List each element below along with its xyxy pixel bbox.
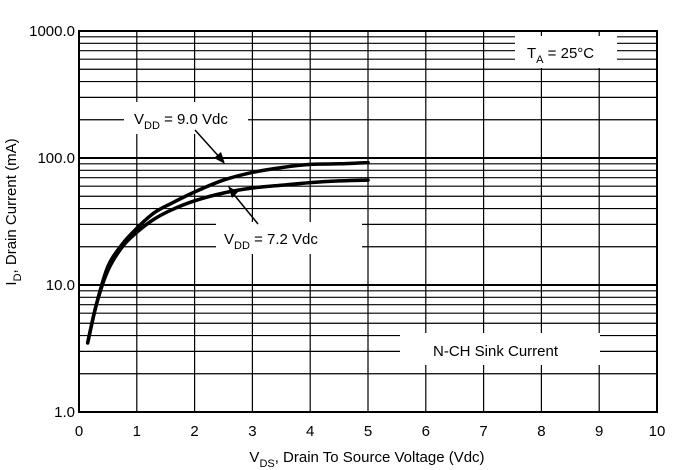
x-tick-labels: 0 1 2 3 4 5 6 7 8 9 10 xyxy=(75,423,666,440)
x-tick-label: 7 xyxy=(479,423,487,440)
x-tick-label: 8 xyxy=(537,423,545,440)
vdd72-label-bg xyxy=(216,222,362,254)
sink-annotation: N-CH Sink Current xyxy=(433,343,559,360)
vdd72-pointer xyxy=(230,190,259,225)
x-tick-label: 4 xyxy=(306,423,314,440)
temp-annotation: TA = 25°C xyxy=(527,45,594,66)
series-line-vdd-7-2 xyxy=(85,178,370,345)
y-tick-label: 1.0 xyxy=(54,404,75,421)
vdd9-arrowhead xyxy=(214,152,225,164)
vdd72-annotation: VDD = 7.2 Vdc xyxy=(224,231,318,252)
y-tick-label: 100.0 xyxy=(37,150,75,167)
y-tick-label: 10.0 xyxy=(46,277,75,294)
x-tick-label: 0 xyxy=(75,423,83,440)
y-axis-title: ID, Drain Current (mA) xyxy=(3,138,24,285)
x-axis-title: VDS, Drain To Source Voltage (Vdc) xyxy=(249,449,484,470)
series-line-vdd-9-0 xyxy=(85,160,370,345)
y-tick-label: 1000.0 xyxy=(29,23,75,40)
vdd9-annotation: VDD = 9.0 Vdc xyxy=(134,111,228,132)
x-tick-label: 2 xyxy=(190,423,198,440)
x-tick-label: 10 xyxy=(649,423,666,440)
grid-lines xyxy=(79,31,657,412)
x-tick-label: 3 xyxy=(248,423,256,440)
temp-label-bg xyxy=(515,36,617,68)
x-tick-label: 1 xyxy=(133,423,141,440)
sink-label-bg xyxy=(400,333,600,365)
vdd72-arrowhead xyxy=(228,186,238,198)
x-tick-label: 9 xyxy=(595,423,603,440)
x-tick-label: 6 xyxy=(422,423,430,440)
plot-frame xyxy=(78,30,658,413)
vdd9-label-bg xyxy=(124,102,248,134)
series-lines xyxy=(85,160,370,345)
x-tick-label: 5 xyxy=(364,423,372,440)
y-tick-labels: 1.0 10.0 100.0 1000.0 xyxy=(29,23,75,421)
